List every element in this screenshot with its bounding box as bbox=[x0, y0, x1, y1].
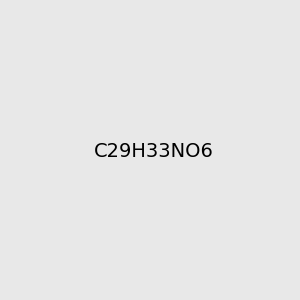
Text: C29H33NO6: C29H33NO6 bbox=[94, 142, 214, 161]
